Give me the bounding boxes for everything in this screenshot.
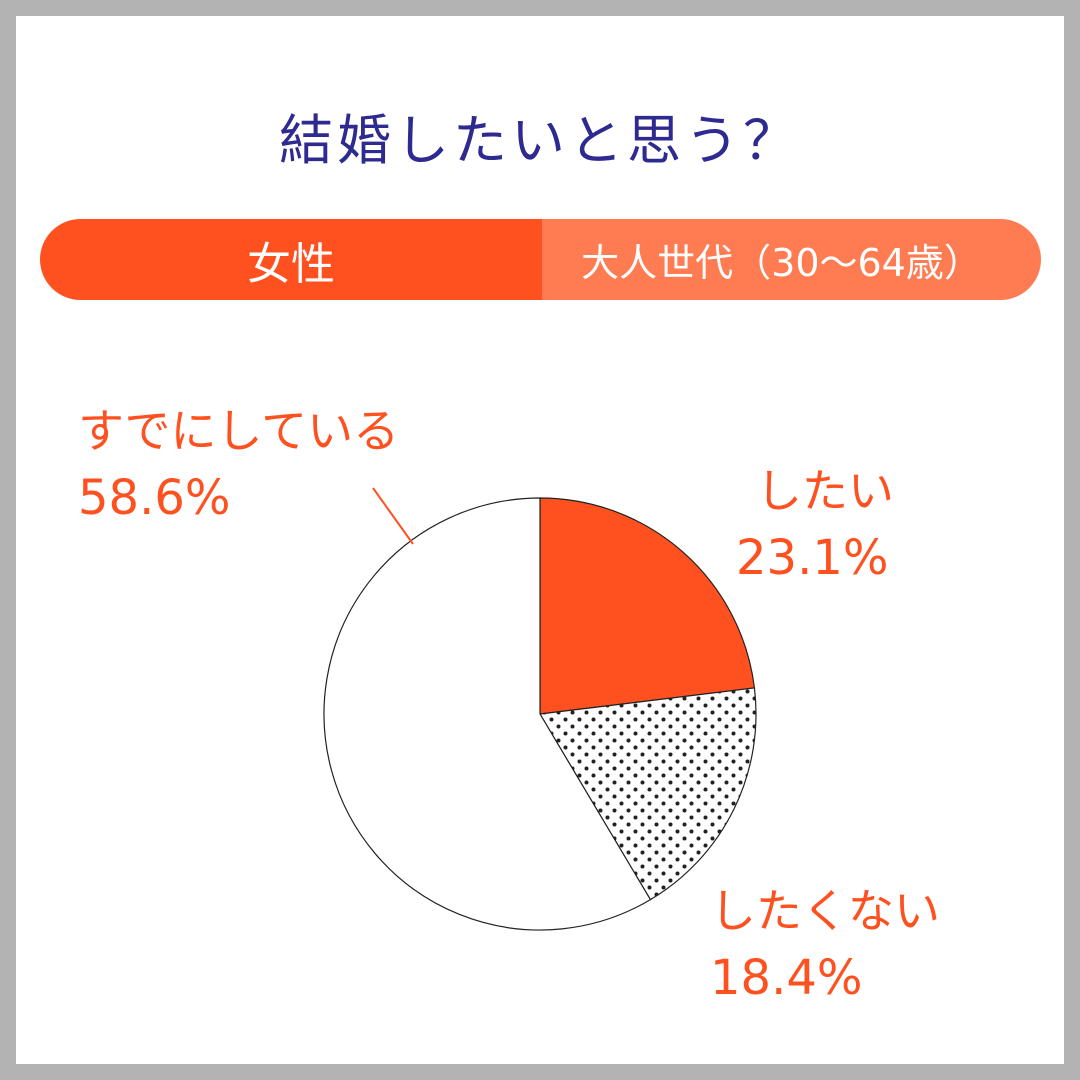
slice-already-married — [323, 497, 652, 931]
chart-card: 結婚したいと思う？ 女性 大人世代（30〜64歳） すでにしている 58.6% … — [16, 16, 1064, 1064]
slice-value-already-married: 58.6% — [78, 470, 231, 526]
slice-label-already-married: すでにしている — [78, 404, 400, 458]
pie-chart — [323, 487, 757, 931]
label-already-married: すでにしている 58.6% — [78, 408, 399, 522]
segment-age-group: 大人世代（30〜64歳） — [542, 219, 1041, 300]
slice-want-to — [539, 497, 756, 715]
segment-gender: 女性 — [40, 219, 542, 300]
slice-value-want-to: 23.1% — [736, 530, 889, 586]
leader-line-already-married — [372, 487, 414, 545]
segment-bar: 女性 大人世代（30〜64歳） — [40, 219, 1041, 300]
slice-dont-want-to — [539, 687, 757, 901]
slice-label-dont-want-to: したくない — [710, 884, 940, 938]
slice-value-dont-want-to: 18.4% — [710, 950, 863, 1006]
chart-title: 結婚したいと思う？ — [279, 109, 801, 172]
label-dont-want-to: したくない 18.4% — [710, 888, 940, 1002]
label-want-to: したい 23.1% — [736, 468, 894, 582]
slice-label-want-to: したい — [756, 464, 894, 518]
